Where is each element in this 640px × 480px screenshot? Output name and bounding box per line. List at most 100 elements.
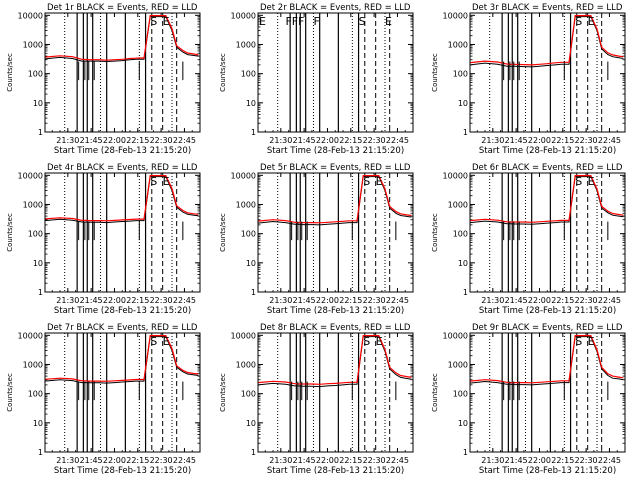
- x-tick-label: 22:00: [103, 136, 126, 145]
- detector-panel-8: Det 8r BLACK = Events, RED = LLD 1 10 100 10…: [219, 323, 414, 476]
- x-tick-label: 22:00: [528, 296, 551, 305]
- y-tick-label: 10000: [18, 11, 43, 20]
- x-tick-label: 22:30: [150, 456, 173, 465]
- x-tick-label: 22:15: [551, 296, 574, 305]
- y-tick-label: 1: [38, 448, 43, 457]
- x-axis-label: Start Time (28-Feb-13 21:15:20): [267, 306, 404, 316]
- x-tick-label: 22:00: [316, 296, 339, 305]
- lld-series-line: [44, 175, 199, 222]
- event-marker-label: S: [575, 335, 582, 348]
- y-tick-label: 10: [33, 419, 43, 428]
- panel-title: Det 8r BLACK = Events, RED = LLD: [260, 323, 411, 333]
- y-tick-label: 10000: [18, 171, 43, 180]
- plot-frame: [257, 12, 414, 133]
- lld-series-line: [257, 175, 412, 224]
- x-tick-label: 21:45: [80, 296, 103, 305]
- x-tick-label: 21:45: [293, 136, 316, 145]
- x-tick-label: 21:30: [481, 456, 504, 465]
- x-tick-label: 21:30: [481, 136, 504, 145]
- y-tick-label: 10: [33, 99, 43, 108]
- events-series-line: [44, 16, 199, 63]
- y-tick-label: 1000: [23, 360, 43, 369]
- lld-series-line: [469, 335, 624, 384]
- y-axis-label: Counts/sec: [219, 53, 227, 92]
- y-tick-label: 1: [38, 128, 43, 137]
- event-marker-label: S: [363, 175, 370, 188]
- x-tick-label: 22:15: [551, 456, 574, 465]
- detector-panel-1: Det 1r BLACK = Events, RED = LLD 1 10 100 10…: [6, 3, 201, 156]
- x-tick-label: 22:15: [339, 456, 362, 465]
- plot-frame: [44, 172, 201, 293]
- event-marker-label: E: [163, 175, 170, 188]
- panel-title: Det 9r BLACK = Events, RED = LLD: [472, 323, 623, 333]
- y-tick-label: 1: [38, 288, 43, 297]
- x-tick-label: 21:45: [505, 136, 528, 145]
- x-tick-label: 22:30: [575, 136, 598, 145]
- event-marker-label: S: [359, 15, 366, 28]
- x-tick-label: 22:30: [150, 136, 173, 145]
- y-tick-label: 10000: [231, 171, 256, 180]
- y-tick-label: 10: [246, 99, 256, 108]
- y-tick-label: 1000: [448, 200, 468, 209]
- detector-panel-5: Det 5r BLACK = Events, RED = LLD 1 10 100 10…: [219, 163, 414, 316]
- event-marker-label: S: [150, 175, 157, 188]
- x-tick-label: 22:45: [173, 456, 196, 465]
- lld-series-line: [257, 335, 412, 385]
- detector-panel-3: Det 3r BLACK = Events, RED = LLD 1 10 100 10…: [431, 3, 626, 156]
- event-marker-label: E: [163, 15, 170, 28]
- x-tick-label: 21:30: [269, 136, 292, 145]
- plot-frame: [469, 332, 626, 453]
- y-tick-label: 100: [453, 230, 468, 239]
- y-tick-label: 10000: [443, 331, 468, 340]
- x-tick-label: 22:15: [126, 136, 149, 145]
- event-marker-label: F: [285, 15, 291, 28]
- plot-frame: [257, 172, 414, 293]
- event-marker-label: S: [575, 15, 582, 28]
- y-tick-label: 10: [458, 419, 468, 428]
- x-axis-label: Start Time (28-Feb-13 21:15:20): [54, 306, 191, 316]
- y-tick-label: 10: [458, 99, 468, 108]
- x-tick-label: 22:30: [575, 456, 598, 465]
- x-tick-label: 21:30: [56, 456, 79, 465]
- y-axis-label: Counts/sec: [219, 373, 227, 412]
- y-tick-label: 1: [251, 448, 256, 457]
- y-tick-label: 10000: [443, 171, 468, 180]
- event-marker-label: E: [376, 175, 383, 188]
- x-tick-label: 22:00: [528, 136, 551, 145]
- y-tick-label: 10: [246, 419, 256, 428]
- panel-title: Det 5r BLACK = Events, RED = LLD: [260, 163, 411, 173]
- panel-title: Det 7r BLACK = Events, RED = LLD: [47, 323, 198, 333]
- x-tick-label: 22:15: [126, 296, 149, 305]
- x-tick-label: 22:45: [173, 136, 196, 145]
- y-axis-label: Counts/sec: [6, 373, 14, 412]
- plot-frame: [257, 332, 414, 453]
- panel-title: Det 2r BLACK = Events, RED = LLD: [260, 3, 411, 13]
- panel-title: Det 4r BLACK = Events, RED = LLD: [47, 163, 198, 173]
- x-axis-label: Start Time (28-Feb-13 21:15:20): [54, 466, 191, 476]
- x-tick-label: 22:45: [598, 136, 621, 145]
- x-tick-label: 22:30: [363, 456, 386, 465]
- x-tick-label: 21:30: [269, 296, 292, 305]
- x-tick-label: 22:15: [551, 136, 574, 145]
- plot-frame: [44, 332, 201, 453]
- y-tick-label: 1000: [23, 200, 43, 209]
- y-tick-label: 100: [241, 70, 256, 79]
- y-tick-label: 1000: [448, 40, 468, 49]
- x-tick-label: 22:30: [575, 296, 598, 305]
- x-tick-label: 21:30: [56, 296, 79, 305]
- y-tick-label: 1: [251, 128, 256, 137]
- event-marker-label: E: [588, 175, 595, 188]
- detector-panel-4: Det 4r BLACK = Events, RED = LLD 1 10 100 10…: [6, 163, 201, 316]
- y-axis-label: Counts/sec: [431, 53, 439, 92]
- y-tick-label: 100: [453, 390, 468, 399]
- lld-series-line: [44, 335, 199, 382]
- y-tick-label: 10: [246, 259, 256, 268]
- x-tick-label: 22:45: [386, 296, 409, 305]
- x-tick-label: 21:45: [293, 456, 316, 465]
- x-tick-label: 22:30: [150, 296, 173, 305]
- lld-series-line: [44, 15, 199, 61]
- x-axis-label: Start Time (28-Feb-13 21:15:20): [267, 466, 404, 476]
- x-tick-label: 22:30: [363, 296, 386, 305]
- x-tick-label: 21:45: [80, 456, 103, 465]
